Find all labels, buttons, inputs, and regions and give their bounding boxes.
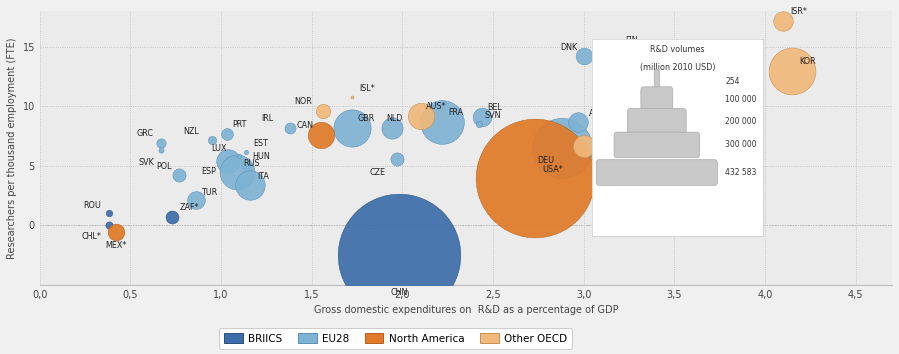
Text: SVN: SVN bbox=[484, 111, 501, 120]
Text: BEL: BEL bbox=[487, 103, 503, 112]
Text: PRT: PRT bbox=[232, 120, 246, 129]
Point bbox=[344, 94, 359, 100]
Text: ITA: ITA bbox=[257, 172, 269, 181]
Point bbox=[471, 121, 485, 127]
Point bbox=[699, 103, 713, 109]
Point bbox=[316, 108, 330, 114]
Point bbox=[606, 72, 620, 77]
Text: KOR: KOR bbox=[799, 57, 816, 66]
Text: NOR: NOR bbox=[294, 97, 312, 106]
Point bbox=[109, 230, 123, 235]
Text: MEX*: MEX* bbox=[105, 241, 127, 250]
Text: CHE*: CHE* bbox=[591, 133, 611, 142]
Point bbox=[232, 154, 246, 159]
Point bbox=[385, 125, 399, 131]
Text: SVK: SVK bbox=[138, 158, 154, 166]
Point bbox=[414, 113, 428, 119]
Point bbox=[230, 169, 245, 175]
Point bbox=[555, 145, 569, 151]
Point bbox=[314, 132, 328, 138]
Point bbox=[283, 125, 298, 131]
Text: GBR: GBR bbox=[357, 114, 374, 123]
Point bbox=[165, 214, 179, 220]
Legend: BRIICS, EU28, North America, Other OECD: BRIICS, EU28, North America, Other OECD bbox=[218, 328, 573, 349]
Text: DEU: DEU bbox=[538, 156, 555, 165]
Text: AUT: AUT bbox=[589, 109, 605, 118]
Point bbox=[392, 252, 406, 258]
Text: ESP: ESP bbox=[200, 167, 216, 176]
Point bbox=[475, 114, 489, 120]
Text: ROU: ROU bbox=[84, 201, 102, 210]
Text: RUS: RUS bbox=[243, 159, 260, 168]
Text: ISL*: ISL* bbox=[359, 84, 375, 93]
Text: SWE: SWE bbox=[619, 61, 636, 69]
Text: NLD: NLD bbox=[386, 114, 403, 123]
Text: IRL: IRL bbox=[262, 114, 273, 123]
Point bbox=[344, 125, 359, 131]
Point bbox=[528, 175, 542, 181]
Point bbox=[571, 119, 585, 125]
Text: ZAF*: ZAF* bbox=[180, 203, 199, 212]
X-axis label: Gross domestic expenditures on  R&D as a percentage of GDP: Gross domestic expenditures on R&D as a … bbox=[314, 305, 619, 315]
Text: AUS*: AUS* bbox=[426, 102, 447, 111]
Text: JPN: JPN bbox=[674, 116, 687, 125]
Point bbox=[219, 131, 234, 137]
Text: NZL: NZL bbox=[183, 127, 200, 136]
Text: POL: POL bbox=[156, 161, 172, 171]
Point bbox=[576, 53, 591, 59]
Point bbox=[102, 211, 116, 216]
Point bbox=[221, 158, 236, 164]
Text: LUX: LUX bbox=[211, 144, 227, 153]
Y-axis label: Researchers per thousand employment (FTE): Researchers per thousand employment (FTE… bbox=[7, 37, 17, 259]
Text: TUR: TUR bbox=[201, 188, 218, 197]
Point bbox=[189, 198, 203, 203]
Point bbox=[390, 156, 405, 161]
Text: ISR*: ISR* bbox=[790, 7, 807, 16]
Text: DNK: DNK bbox=[560, 42, 577, 52]
Point bbox=[205, 137, 219, 143]
Text: FRA: FRA bbox=[448, 108, 463, 117]
Text: CHN: CHN bbox=[390, 289, 407, 297]
Text: CHL*: CHL* bbox=[82, 233, 102, 241]
Text: HUN: HUN bbox=[252, 152, 270, 161]
Point bbox=[239, 162, 254, 167]
Text: CZE: CZE bbox=[370, 168, 386, 177]
Point bbox=[243, 182, 257, 188]
Text: USA*: USA* bbox=[542, 165, 563, 174]
Text: GRC: GRC bbox=[137, 130, 154, 138]
Point bbox=[435, 119, 450, 125]
Point bbox=[239, 149, 254, 154]
Point bbox=[102, 222, 116, 228]
Point bbox=[613, 46, 628, 52]
Point bbox=[785, 68, 799, 74]
Text: FIN: FIN bbox=[626, 35, 638, 45]
Text: CAN: CAN bbox=[297, 121, 314, 130]
Point bbox=[154, 148, 168, 153]
Point bbox=[576, 143, 591, 148]
Point bbox=[776, 18, 790, 24]
Point bbox=[154, 141, 168, 146]
Point bbox=[173, 172, 187, 178]
Text: EST: EST bbox=[254, 139, 269, 148]
